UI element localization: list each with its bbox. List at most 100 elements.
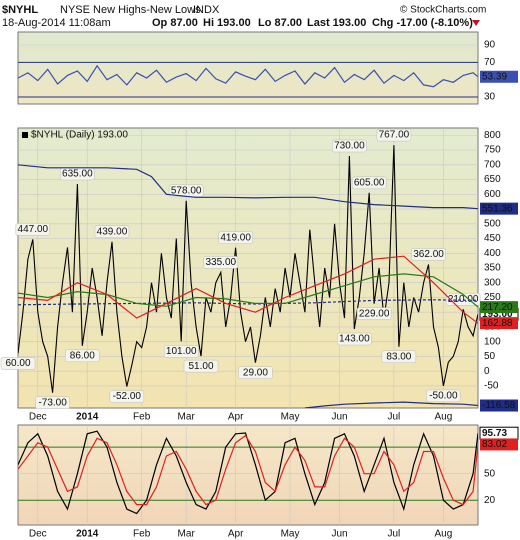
y-tick-label: 300 [484, 277, 501, 288]
callout-label: 447.00 [18, 224, 49, 235]
callout-box [376, 128, 412, 142]
x-tick-label: Feb [133, 412, 151, 423]
callout-label: 143.00 [339, 334, 370, 345]
y-tick-label: 20 [484, 495, 496, 506]
down-arrow [472, 20, 480, 26]
callout-label: -73.00 [38, 397, 67, 408]
y-tick-label: 70 [484, 57, 496, 68]
security-name: NYSE New Highs-New Lows [60, 4, 201, 16]
change: Chg -17.00 (-8.10%) [372, 17, 473, 29]
y-tick-label: 350 [484, 263, 501, 274]
last: Last 193.00 [307, 17, 366, 29]
callout-label: 605.00 [354, 177, 385, 188]
last-value-label: 83.02 [482, 439, 507, 450]
y-tick-label: 450 [484, 233, 501, 244]
x-tick-label: Feb [133, 529, 151, 540]
series-line [18, 164, 478, 210]
x-tick-label: Jul [388, 529, 401, 540]
low: Lo 87.00 [258, 17, 302, 29]
callout-box [381, 350, 417, 363]
y-tick-label: 400 [484, 248, 501, 259]
last-value-box [480, 301, 518, 314]
callout-label: 730.00 [334, 141, 365, 152]
series-line [18, 64, 478, 88]
x-tick-label: 2014 [76, 529, 99, 540]
callout-box [218, 231, 253, 244]
y-tick-label: 500 [484, 218, 501, 229]
exchange: INDX [193, 4, 220, 16]
callout-label: 578.00 [171, 185, 202, 196]
last-value-label: -116.58 [482, 400, 516, 411]
callout-label: 439.00 [97, 226, 128, 237]
last-value-box [480, 202, 518, 215]
last-value-label: 53.39 [482, 71, 507, 82]
callout-label: -50.00 [429, 391, 458, 402]
x-tick-label: Mar [178, 529, 196, 540]
callout-box [15, 223, 51, 236]
y-tick-label: 650 [484, 174, 501, 185]
callout-box [163, 345, 199, 358]
series-line [18, 145, 478, 393]
x-tick-label: Dec [29, 412, 47, 423]
callout-box [65, 349, 100, 363]
callout-box [35, 396, 70, 409]
x-tick-label: Apr [228, 529, 244, 540]
y-tick-label: 90 [484, 40, 496, 51]
series-line [304, 401, 478, 408]
callout-box [238, 366, 273, 379]
callout-box [94, 225, 130, 239]
callout-label: 60.00 [5, 358, 30, 369]
callout-box [109, 390, 145, 403]
y-tick-label: 50 [484, 351, 496, 362]
watermark: © StockCharts.com [400, 5, 486, 16]
x-tick-label: Aug [434, 412, 452, 423]
callout-box [411, 248, 446, 261]
panel-background [17, 31, 479, 105]
callout-box [426, 389, 461, 403]
x-tick-label: Dec [29, 529, 47, 540]
callout-label: 362.00 [413, 249, 444, 260]
last-value-box [480, 70, 518, 83]
callout-label: 635.00 [62, 169, 93, 180]
y-tick-label: 700 [484, 159, 501, 170]
y-tick-label: 600 [484, 189, 501, 200]
last-value-box [480, 317, 518, 330]
legend-swatch [22, 132, 28, 138]
callout-label: 83.00 [386, 351, 411, 362]
callout-box [203, 256, 239, 269]
y-tick-label: 50 [484, 468, 496, 479]
callout-box [183, 359, 219, 373]
last-value-box [480, 438, 518, 451]
last-value-label: 162.88 [482, 318, 513, 329]
callout-label: 29.00 [243, 367, 268, 378]
callout-box [351, 176, 387, 190]
callout-label: 229.00 [359, 308, 390, 319]
x-tick-label: Jun [331, 529, 347, 540]
last-value-label: 217.20 [482, 302, 513, 313]
callout-label: 101.00 [166, 346, 197, 357]
high: Hi 193.00 [203, 17, 251, 29]
y-tick-label: -50 [484, 381, 499, 392]
callout-label: 86.00 [70, 350, 95, 361]
x-tick-label: May [281, 529, 300, 540]
series-line [18, 434, 478, 506]
last-value-box [480, 399, 518, 412]
callout-box [0, 357, 36, 370]
callout-box [356, 307, 392, 320]
last-value-label: 551.36 [482, 203, 513, 214]
x-tick-label: Mar [178, 412, 196, 423]
y-tick-label: 800 [484, 130, 501, 141]
callout-label: 335.00 [205, 257, 236, 268]
x-tick-label: May [281, 412, 300, 423]
x-tick-label: Apr [228, 412, 244, 423]
callout-label: -52.00 [113, 391, 142, 402]
series-line [18, 273, 478, 308]
series-line [18, 255, 478, 324]
open: Op 87.00 [152, 17, 198, 29]
x-tick-label: Jun [331, 412, 347, 423]
y-tick-label: 100 [484, 336, 501, 347]
series-line [18, 430, 478, 515]
legend-label: $NYHL (Daily) 193.00 [31, 130, 128, 141]
callout-label: 419.00 [220, 232, 251, 243]
